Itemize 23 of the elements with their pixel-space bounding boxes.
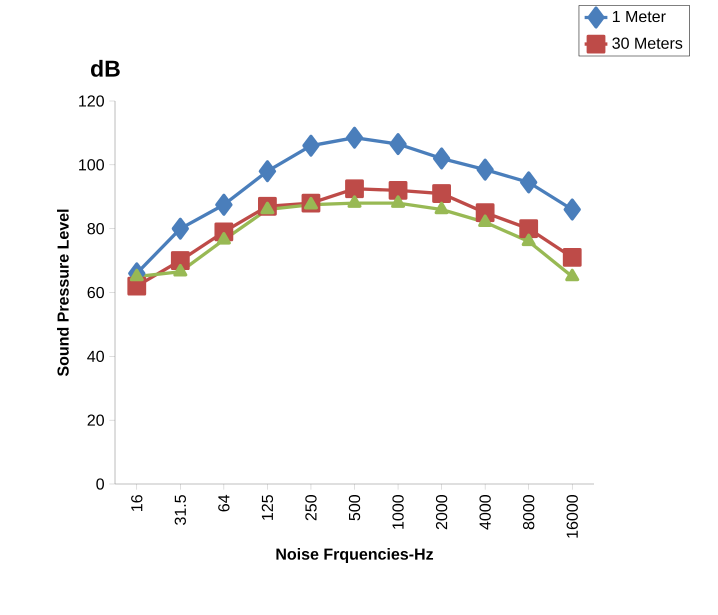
x-tick-label: 8000 (523, 495, 534, 530)
legend-label: 30 Meters (612, 38, 682, 49)
y-tick-label: 100 (79, 159, 104, 170)
x-tick-label: 125 (262, 495, 274, 520)
x-tick-label: 64 (218, 494, 230, 512)
y-tick-label: 120 (79, 95, 104, 107)
y-tick-label: 0 (96, 478, 104, 490)
legend-label: 1 Meter (612, 11, 666, 22)
x-tick-label: 16 (131, 495, 142, 511)
x-tick-label: 16000 (566, 495, 578, 538)
y-tick-label: 40 (87, 350, 104, 362)
chart-title: dB (91, 60, 120, 77)
y-tick-label: 60 (88, 286, 104, 298)
y-tick-label: 80 (87, 223, 104, 234)
x-tick-label: 31.5 (174, 495, 186, 525)
y-axis-title: Sound Pressure Level (57, 210, 69, 376)
x-tick-label: 2000 (436, 495, 448, 530)
x-tick-label: 4000 (479, 495, 491, 530)
x-tick-label: 250 (305, 495, 317, 520)
x-axis-title: Noise Frquencies-Hz (276, 548, 434, 563)
x-tick-label: 500 (348, 495, 360, 520)
x-tick-label: 1000 (392, 495, 404, 529)
y-tick-label: 20 (88, 414, 104, 426)
